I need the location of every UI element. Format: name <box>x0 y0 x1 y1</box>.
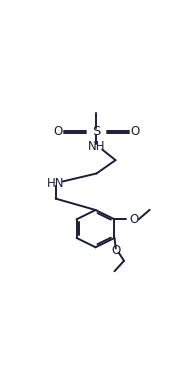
Text: HN: HN <box>47 177 64 190</box>
Text: NH: NH <box>88 141 105 153</box>
Text: O: O <box>54 125 63 138</box>
Text: O: O <box>112 244 121 257</box>
Text: O: O <box>130 213 139 226</box>
Text: O: O <box>130 125 139 138</box>
Text: S: S <box>92 125 101 138</box>
